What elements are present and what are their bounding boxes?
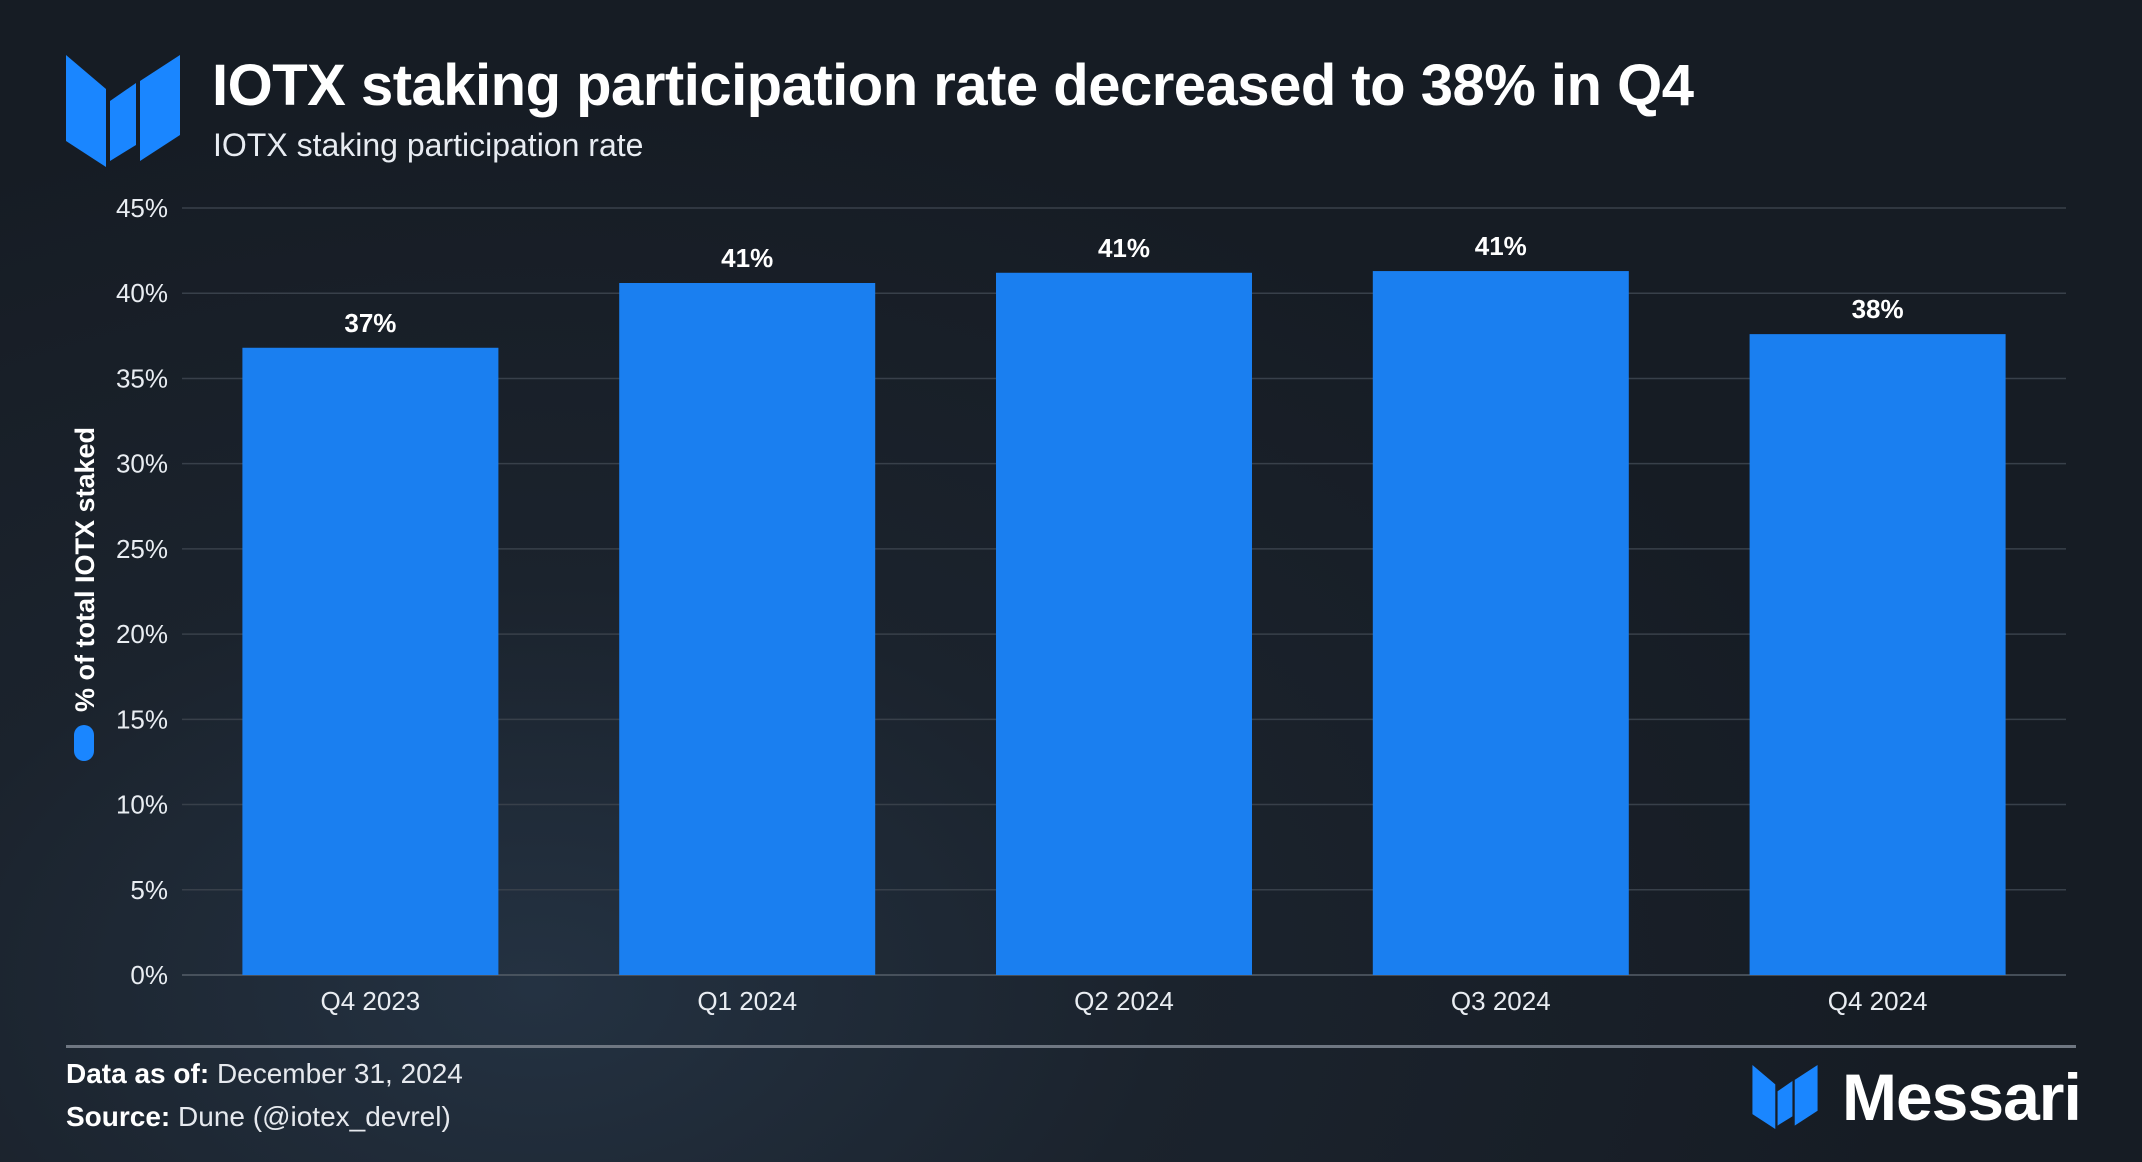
y-tick-label: 25%: [116, 534, 168, 564]
chart-subtitle: IOTX staking participation rate: [213, 127, 644, 163]
y-tick-label: 40%: [116, 278, 168, 308]
y-axis-title: % of total IOTX staked: [70, 427, 100, 712]
y-tick-label: 5%: [130, 875, 168, 905]
bar: [1749, 334, 2006, 975]
bar-value-label: 37%: [344, 308, 396, 338]
bar-value-label: 41%: [1098, 233, 1150, 263]
bar: [242, 347, 499, 976]
legend-swatch: [74, 725, 94, 761]
x-axis-ticks: Q4 2023 Q1 2024 Q2 2024 Q3 2024 Q4 2024: [321, 986, 1928, 1016]
messari-brand-icon: [1752, 1065, 1818, 1129]
y-tick-label: 10%: [116, 790, 168, 820]
y-tick-label: 30%: [116, 449, 168, 479]
x-tick-label: Q1 2024: [697, 986, 797, 1016]
bar-chart: 0% 5% 10% 15% 20% 25% 30% 35% 40% 45% 37% 41% 41% 41…: [70, 193, 2066, 1016]
source-label: Source:: [66, 1101, 171, 1132]
bar-value-label: 38%: [1852, 294, 1904, 324]
x-tick-label: Q4 2024: [1828, 986, 1928, 1016]
y-axis-legend: % of total IOTX staked: [70, 427, 100, 761]
y-tick-label: 20%: [116, 619, 168, 649]
messari-logo-icon: [66, 55, 180, 167]
bars: [242, 271, 2006, 976]
bar: [1372, 271, 1629, 975]
chart-title: IOTX staking participation rate decrease…: [212, 53, 1694, 118]
y-tick-label: 35%: [116, 363, 168, 393]
messari-wordmark: Messari: [1842, 1060, 2082, 1134]
data-as-of-value: December 31, 2024: [216, 1058, 463, 1089]
bar: [619, 282, 876, 975]
data-as-of-label: Data as of:: [66, 1058, 210, 1089]
y-axis-ticks: 0% 5% 10% 15% 20% 25% 30% 35% 40% 45%: [116, 193, 168, 990]
bar-value-label: 41%: [721, 243, 773, 273]
y-tick-label: 45%: [116, 193, 168, 223]
data-labels: 37% 41% 41% 41% 38%: [344, 231, 1903, 338]
source-line: Source: Dune (@iotex_devrel): [66, 1101, 451, 1133]
bar-value-label: 41%: [1475, 231, 1527, 261]
footer-divider: [66, 1045, 2076, 1048]
x-tick-label: Q4 2023: [321, 986, 421, 1016]
bar: [996, 272, 1252, 975]
source-value: Dune (@iotex_devrel): [178, 1101, 451, 1132]
messari-brand: Messari: [1752, 1060, 2082, 1134]
x-tick-label: Q3 2024: [1451, 986, 1551, 1016]
y-tick-label: 15%: [116, 704, 168, 734]
x-tick-label: Q2 2024: [1074, 986, 1174, 1016]
data-as-of: Data as of: December 31, 2024: [66, 1058, 463, 1090]
y-tick-label: 0%: [130, 960, 168, 990]
